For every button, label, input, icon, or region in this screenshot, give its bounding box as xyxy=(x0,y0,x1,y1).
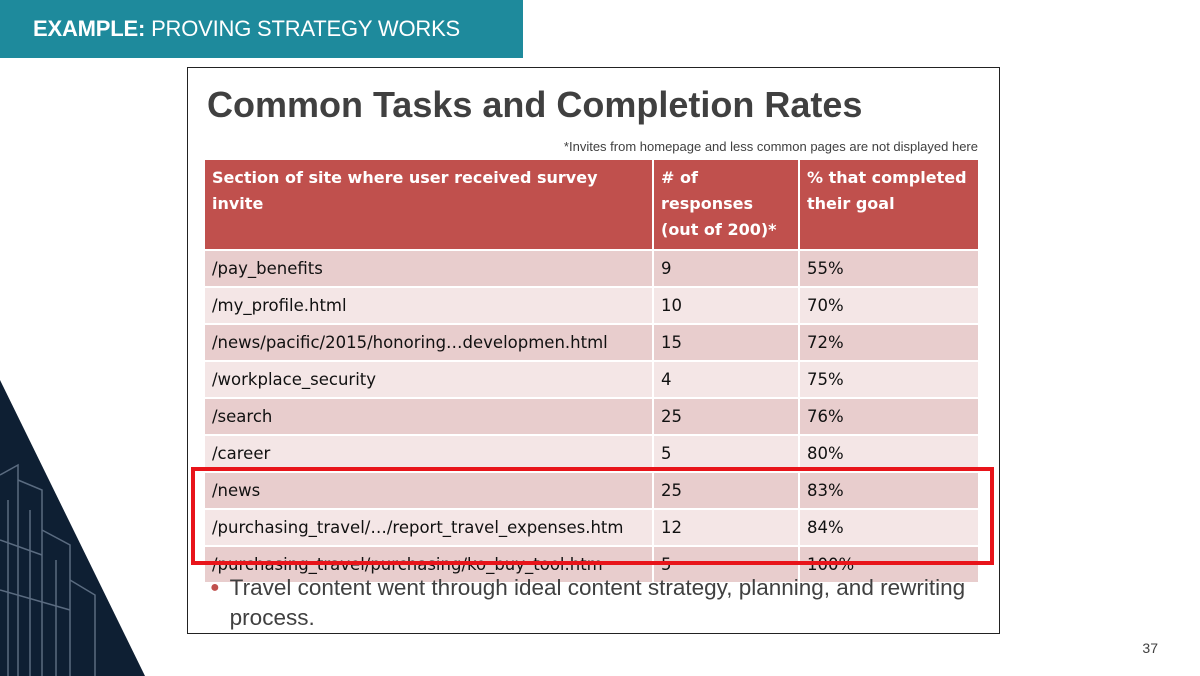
cell-responses: 25 xyxy=(653,397,800,435)
page-title: Common Tasks and Completion Rates xyxy=(207,84,863,125)
highlight-box xyxy=(191,467,994,565)
cell-section: /pay_benefits xyxy=(205,249,654,287)
slide-panel: Common Tasks and Completion Rates *Invit… xyxy=(187,67,1000,634)
cell-completion: 72% xyxy=(799,323,978,361)
table-row: /news/pacific/2015/honoring…developmen.h… xyxy=(205,323,978,361)
cell-completion: 83% xyxy=(799,471,978,509)
section-banner: EXAMPLE: PROVING STRATEGY WORKS xyxy=(0,0,523,58)
table-row: /career 5 80% xyxy=(205,434,978,472)
cell-completion: 84% xyxy=(799,508,978,546)
bullet-text: Travel content went through ideal conten… xyxy=(229,575,966,630)
table-row: /search 25 76% xyxy=(205,397,978,435)
cell-responses: 10 xyxy=(653,286,800,324)
cell-responses: 9 xyxy=(653,249,800,287)
cell-completion: 70% xyxy=(799,286,978,324)
cell-section: /career xyxy=(205,434,654,472)
table-footnote: *Invites from homepage and less common p… xyxy=(563,139,978,154)
cell-responses: 12 xyxy=(653,508,800,546)
table-row: /my_profile.html 10 70% xyxy=(205,286,978,324)
cell-section: /workplace_security xyxy=(205,360,654,398)
cell-responses: 25 xyxy=(653,471,800,509)
cell-section: /my_profile.html xyxy=(205,286,654,324)
cell-completion: 55% xyxy=(799,249,978,287)
cell-section: /news/pacific/2015/honoring…developmen.h… xyxy=(205,323,654,361)
cell-completion: 80% xyxy=(799,434,978,472)
cell-responses: 4 xyxy=(653,360,800,398)
cell-section: /purchasing_travel/…/report_travel_expen… xyxy=(205,508,654,546)
cell-responses: 5 xyxy=(653,434,800,472)
banner-label: EXAMPLE: xyxy=(33,16,146,41)
bullet-point: ● Travel content went through ideal cont… xyxy=(210,573,980,633)
column-header-section: Section of site where user received surv… xyxy=(205,160,654,250)
cell-responses: 15 xyxy=(653,323,800,361)
completion-table: Section of site where user received surv… xyxy=(205,160,978,582)
table-row: /news 25 83% xyxy=(205,471,978,509)
cell-section: /news xyxy=(205,471,654,509)
bullet-dot-icon: ● xyxy=(210,579,220,596)
banner-text: PROVING STRATEGY WORKS xyxy=(151,16,461,41)
table-row: /purchasing_travel/…/report_travel_expen… xyxy=(205,508,978,546)
cell-section: /search xyxy=(205,397,654,435)
table-header-row: Section of site where user received surv… xyxy=(205,160,978,250)
cell-completion: 76% xyxy=(799,397,978,435)
table-row: /workplace_security 4 75% xyxy=(205,360,978,398)
page-number: 37 xyxy=(1142,640,1158,656)
column-header-completion: % that completed their goal xyxy=(799,160,978,250)
table-row: /pay_benefits 9 55% xyxy=(205,249,978,287)
cell-completion: 75% xyxy=(799,360,978,398)
column-header-responses: # of responses (out of 200)* xyxy=(653,160,800,250)
city-outline-art xyxy=(0,380,145,676)
